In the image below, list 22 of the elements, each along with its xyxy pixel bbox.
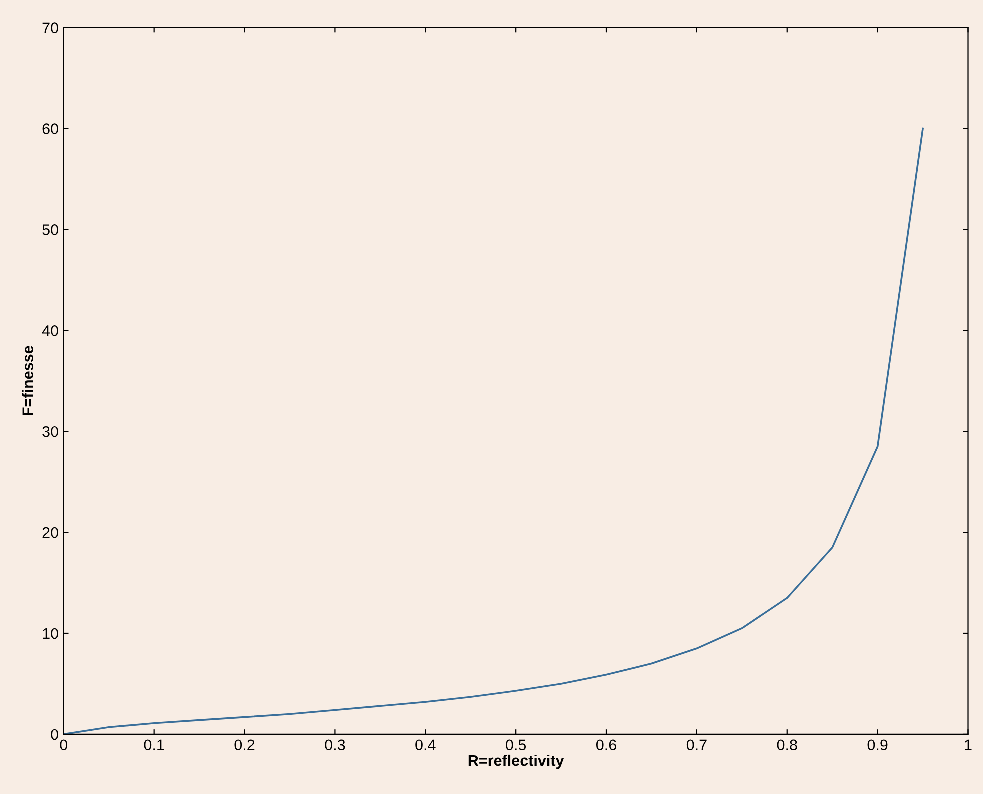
line-series xyxy=(64,128,924,734)
x-tick-label: 0.5 xyxy=(506,740,526,751)
y-tick-label: 40 xyxy=(42,326,58,336)
y-tick-label: 30 xyxy=(42,426,58,438)
x-axis-title: R=reflectivity xyxy=(468,754,564,770)
y-tick-label: 60 xyxy=(42,124,58,134)
x-tick-label: 0.6 xyxy=(596,740,616,751)
x-tick-label: 0.4 xyxy=(416,740,436,751)
x-tick-label: 0.1 xyxy=(144,740,164,751)
y-tick-label: 70 xyxy=(42,22,58,34)
y-axis-title: F=finesse xyxy=(22,346,34,416)
x-tick-label: 0.9 xyxy=(868,740,888,751)
y-tick-label: 0 xyxy=(51,729,58,740)
x-tick-label: 0 xyxy=(60,740,68,751)
x-tick-label: 0.3 xyxy=(325,740,346,751)
y-tick-label: 20 xyxy=(42,527,58,538)
x-tick-label: 0.7 xyxy=(686,740,707,751)
x-tick-label: 1 xyxy=(965,740,972,750)
x-tick-label: 0.8 xyxy=(777,740,798,751)
y-tick-label: 50 xyxy=(42,224,58,236)
x-tick-label: 0.2 xyxy=(234,740,255,751)
y-tick-label: 10 xyxy=(43,628,58,640)
